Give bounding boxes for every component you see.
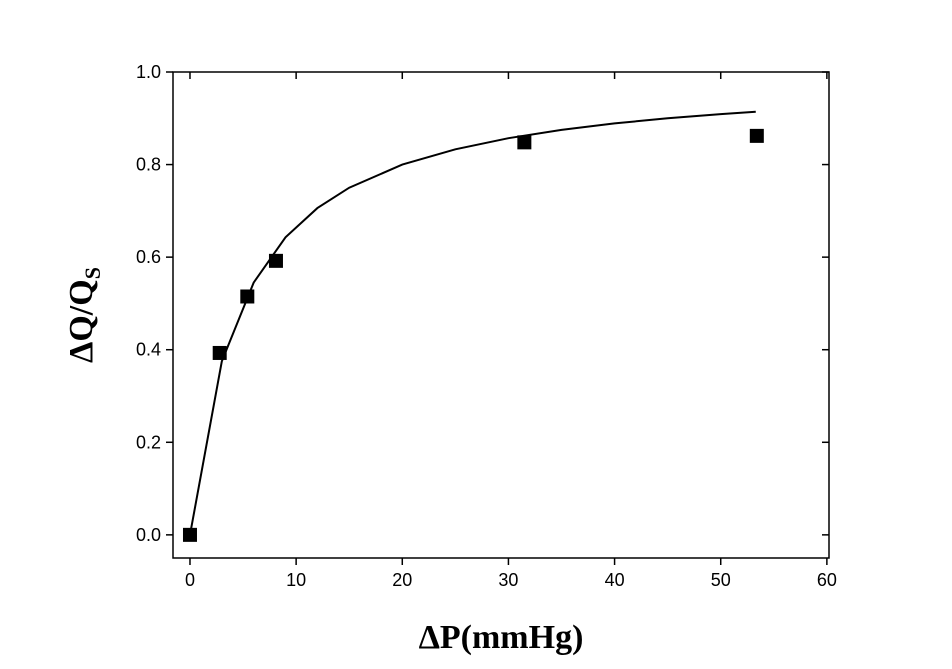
- data-point: [212, 345, 227, 360]
- x-tick-label: 40: [605, 570, 625, 590]
- data-point: [517, 135, 532, 150]
- x-tick-label: 10: [286, 570, 306, 590]
- y-tick-label: 0.2: [136, 432, 161, 452]
- y-tick-label: 0.6: [136, 247, 161, 267]
- x-tick-label: 50: [711, 570, 731, 590]
- x-axis-label: ΔP(mmHg): [419, 619, 584, 656]
- y-axis-label-main: ΔQ/Q: [63, 279, 100, 363]
- data-point: [182, 527, 197, 542]
- y-tick-label: 0.0: [136, 525, 161, 545]
- plot-frame: [172, 71, 830, 559]
- y-axis-label: ΔQ/QS: [63, 267, 105, 363]
- y-tick-label: 0.8: [136, 155, 161, 175]
- fit-line: [189, 110, 756, 536]
- data-point: [268, 253, 283, 268]
- data-point: [240, 289, 255, 304]
- data-point: [749, 128, 764, 143]
- x-tick-label: 0: [185, 570, 195, 590]
- y-axis-label-sub: S: [80, 267, 105, 279]
- x-tick-label: 20: [392, 570, 412, 590]
- y-tick-label: 1.0: [136, 62, 161, 82]
- y-tick-label: 0.4: [136, 340, 161, 360]
- x-tick-label: 60: [817, 570, 837, 590]
- x-tick-label: 30: [498, 570, 518, 590]
